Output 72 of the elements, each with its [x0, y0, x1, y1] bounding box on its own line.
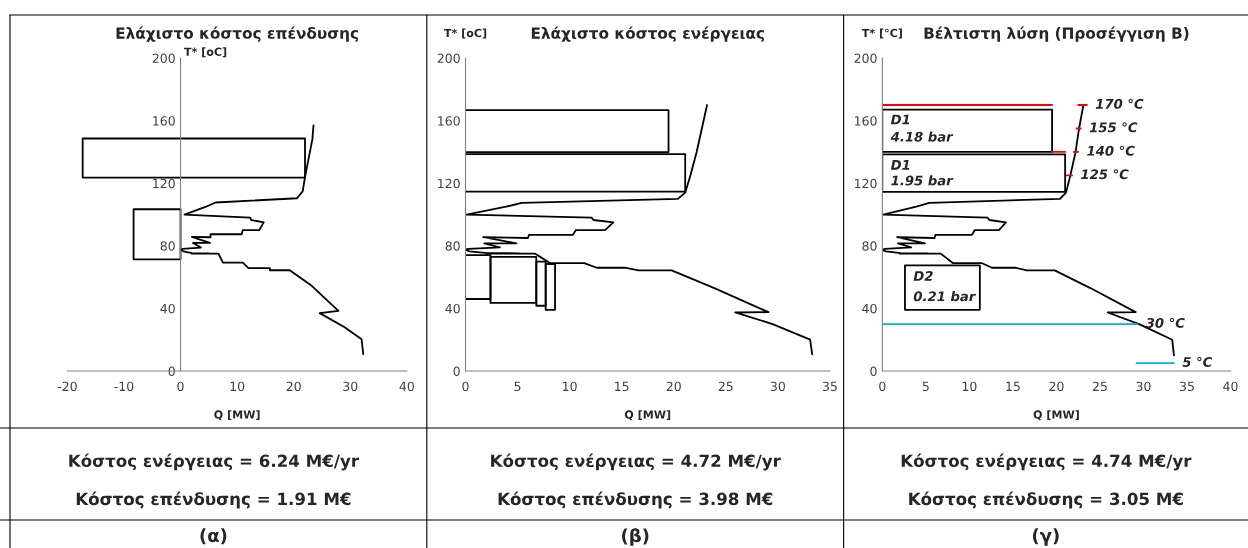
x-tick-label: 20: [666, 381, 681, 392]
x-tick-label: 15: [615, 381, 629, 392]
x-tick-label: 20: [286, 381, 301, 392]
y-tick-label: 200: [854, 53, 877, 64]
x-tick-label: 10: [230, 381, 245, 392]
annotation: 4.18 bar: [890, 131, 954, 142]
x-axis-title: Q [MW]: [214, 410, 260, 421]
x-tick-label: 30: [1136, 381, 1151, 392]
y-tick-label: 80: [445, 241, 460, 251]
y-tick-label: 120: [153, 178, 175, 189]
x-tick-label: 30: [343, 381, 358, 392]
text: (β): [622, 528, 649, 546]
y-tick-label: 160: [854, 116, 877, 126]
y-tick-label: 80: [862, 241, 877, 251]
y-tick-label: 0: [870, 366, 877, 376]
x-axis-title: Q [MW]: [624, 410, 671, 421]
x-tick-label: 30: [770, 381, 785, 392]
x-tick-label: -10: [114, 381, 134, 392]
annotation: 155 °C: [1089, 122, 1138, 133]
x-tick-label: 40: [399, 381, 414, 392]
chart-title: Ελάχιστο κόστος ενέργειας: [531, 26, 764, 42]
x-tick-label: 0: [879, 381, 886, 392]
x-tick-label: 40: [1223, 381, 1238, 392]
x-tick-label: 5: [922, 381, 929, 392]
y-tick-label: 40: [445, 303, 460, 314]
y-tick-label: 0: [453, 366, 460, 376]
annotation: 125 °C: [1081, 169, 1129, 180]
x-axis-title: Q [MW]: [1033, 410, 1079, 421]
y-tick-label: 120: [438, 178, 460, 189]
text: (α): [200, 528, 227, 545]
annotation: 140 °C: [1087, 145, 1135, 156]
x-tick-label: 25: [1092, 381, 1107, 392]
annotation: 5 °C: [1182, 356, 1213, 367]
y-tick-label: 80: [160, 241, 175, 251]
x-tick-label: 35: [822, 381, 837, 392]
y-tick-label: 160: [153, 116, 175, 126]
x-tick-label: 25: [718, 381, 733, 392]
y-tick-label: 40: [862, 303, 877, 314]
y-tick-label: 40: [160, 303, 175, 314]
text: (γ): [1032, 528, 1059, 546]
annotation: D2: [913, 270, 933, 281]
x-tick-label: 10: [962, 381, 977, 392]
y-tick-label: 200: [152, 53, 175, 64]
text: Κόστος ενέργειας = 4.72 M€/yr: [491, 453, 781, 471]
x-tick-label: 10: [563, 381, 577, 392]
annotation: 0.21 bar: [913, 291, 976, 302]
y-tick-label: 200: [437, 53, 460, 64]
text: Κόστος επένδυσης = 3.98 M€: [498, 491, 773, 509]
y-tick-label: 160: [438, 116, 460, 126]
annotation: 170 °C: [1095, 98, 1144, 109]
x-tick-label: 0: [462, 381, 469, 392]
x-tick-label: 35: [1180, 381, 1194, 392]
y-axis-title: T* [oC]: [443, 28, 487, 39]
chart-title: Βέλτιστη λύση (Προσέγγιση Β): [924, 26, 1189, 42]
chart-title: Ελάχιστο κόστος επένδυσης: [116, 26, 359, 42]
x-tick-label: 15: [1006, 381, 1020, 392]
y-axis-title: T* [oC]: [183, 47, 227, 58]
y-tick-label: 0: [168, 366, 175, 376]
x-tick-label: 5: [514, 381, 521, 392]
annotation: D1: [890, 160, 910, 170]
text: Κόστος ενέργειας = 6.24 M€/yr: [69, 453, 359, 471]
x-tick-label: 0: [177, 381, 184, 392]
annotation: 1.95 bar: [891, 175, 954, 186]
text: Κόστος επένδυσης = 3.05 M€: [909, 491, 1183, 509]
annotation: D1: [890, 114, 910, 125]
text: Κόστος ενέργειας = 4.74 M€/yr: [901, 453, 1192, 471]
x-tick-label: 20: [1049, 381, 1064, 392]
y-axis-title: T* [°C]: [861, 28, 902, 39]
annotation: 30 °C: [1145, 317, 1185, 328]
x-tick-label: -20: [57, 381, 77, 392]
text: Κόστος επένδυσης = 1.91 M€: [76, 491, 351, 509]
y-tick-label: 120: [854, 178, 877, 189]
